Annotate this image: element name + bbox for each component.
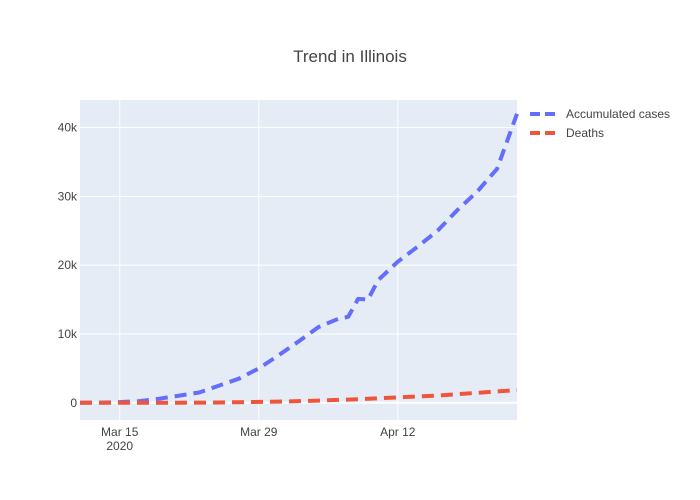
series-line-1	[80, 388, 518, 405]
legend[interactable]: Accumulated cases Deaths	[530, 107, 670, 140]
y-tick-label: 30k	[58, 189, 78, 203]
chart-title: Trend in Illinois	[293, 47, 407, 66]
x-tick-label: Mar 15	[101, 425, 139, 439]
x-tick-label: Mar 29	[240, 425, 278, 439]
y-tick-label: 40k	[58, 121, 78, 135]
y-tick-labels: 0 10k 20k 30k 40k	[58, 121, 78, 410]
x-tick-label: Apr 12	[380, 425, 416, 439]
plot-area	[80, 100, 517, 420]
y-tick-label: 20k	[58, 258, 78, 272]
legend-item-0[interactable]: Accumulated cases	[530, 107, 670, 121]
x-tick-sublabel: 2020	[106, 439, 133, 453]
series-line-0	[79, 113, 519, 405]
legend-label: Deaths	[566, 126, 604, 140]
legend-label: Accumulated cases	[566, 107, 670, 121]
y-tick-label: 10k	[58, 327, 78, 341]
series-lines	[79, 113, 519, 405]
legend-item-1[interactable]: Deaths	[530, 126, 604, 140]
y-tick-label: 0	[70, 396, 77, 410]
